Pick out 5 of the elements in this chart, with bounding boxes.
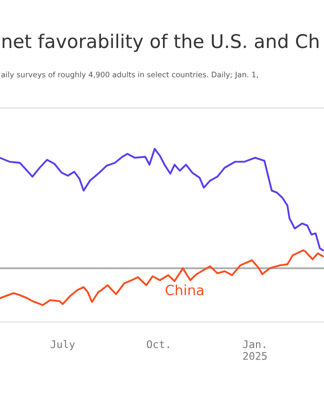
- x-tick-label: July: [50, 340, 75, 350]
- chart-title: net favorability of the U.S. and Ch: [2, 34, 318, 52]
- x-tick-label: Jan. 2025: [243, 340, 267, 360]
- x-tick-label: Oct.: [146, 340, 169, 348]
- series-label: China: [166, 284, 204, 296]
